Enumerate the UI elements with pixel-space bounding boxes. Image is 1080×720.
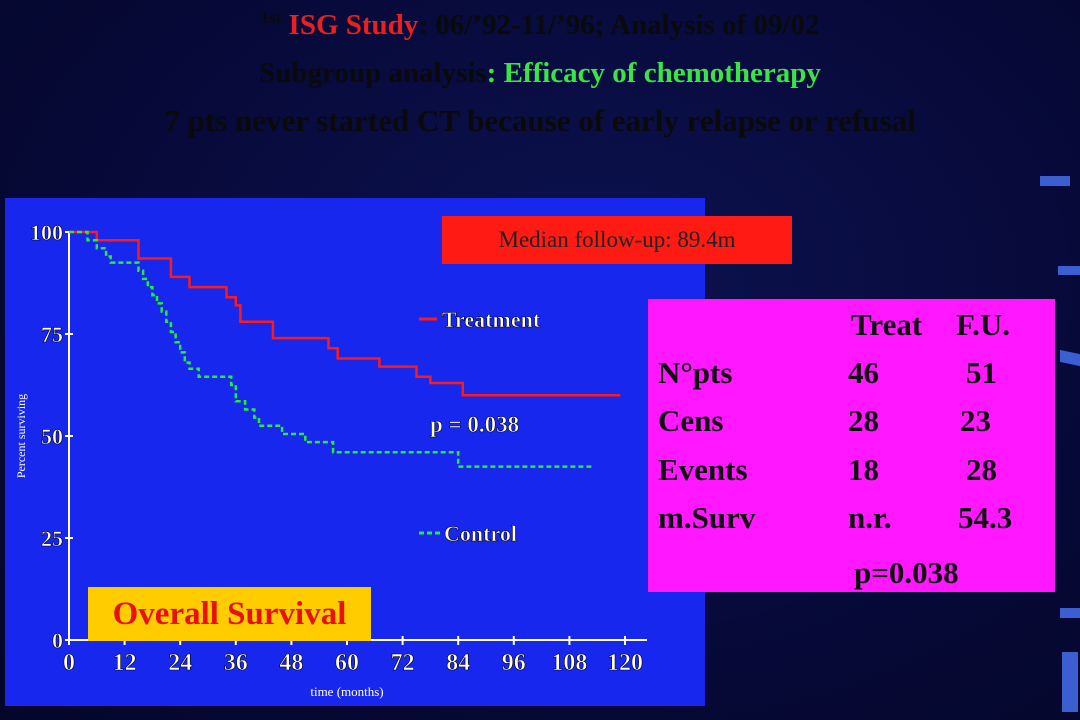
stats-cell-fu: 28 — [966, 452, 997, 487]
title-study-name: ISG Study — [288, 9, 419, 41]
stats-cell-treat: 18 — [848, 452, 879, 487]
stats-row-label: Cens — [658, 403, 724, 438]
decor-stripe — [1060, 349, 1080, 367]
stats-cell-treat: 46 — [848, 355, 879, 390]
x-tick-label: 0 — [63, 650, 75, 676]
y-tick-label: 0 — [52, 628, 63, 653]
decor-stripe — [1060, 608, 1080, 618]
y-tick-label: 75 — [41, 322, 63, 347]
y-tick-label: 100 — [30, 220, 63, 245]
stats-cell-fu: 23 — [960, 403, 991, 438]
x-tick-label: 84 — [446, 650, 470, 676]
title-line-3: 7 pts never started CT because of early … — [164, 103, 916, 138]
stats-p-value: p=0.038 — [854, 555, 959, 590]
stats-row-label: Events — [658, 452, 748, 487]
decor-stripe — [1058, 266, 1080, 275]
x-axis-label: time (months) — [310, 684, 383, 699]
overall-survival-box: Overall Survival — [88, 587, 371, 641]
p-value-annotation: p = 0.038 — [430, 412, 519, 437]
legend-label-control: Control — [444, 521, 517, 546]
y-tick-label: 25 — [41, 526, 63, 551]
title-line-1: 1st ISG Study: 06/’92-11/’96; Analysis o… — [0, 8, 1080, 42]
stats-col-treat: Treat — [851, 307, 923, 342]
x-tick-label: 96 — [502, 650, 526, 676]
y-tick-label: 50 — [41, 424, 63, 449]
median-followup-box: Median follow-up: 89.4m — [442, 216, 792, 264]
x-tick-label: 48 — [279, 650, 303, 676]
stats-cell-treat: 28 — [848, 403, 879, 438]
stats-cell-treat: n.r. — [848, 500, 892, 535]
stats-cell-fu: 51 — [966, 355, 997, 390]
title-superscript: 1st — [260, 8, 282, 27]
stats-row-label: m.Surv — [658, 500, 756, 535]
x-tick-label: 120 — [607, 650, 643, 676]
series-line-treatment — [69, 230, 621, 397]
y-axis-label: Percent surviving — [14, 394, 28, 478]
x-tick-label: 108 — [551, 650, 587, 676]
decor-stripe — [1062, 652, 1078, 712]
decor-stripe — [1040, 176, 1070, 186]
stats-cell-fu: 54.3 — [958, 500, 1013, 535]
title-line-2: Subgroup analysis: Efficacy of chemother… — [0, 57, 1080, 90]
subgroup-label: Subgroup analysis — [259, 57, 487, 89]
x-tick-label: 24 — [168, 650, 192, 676]
stats-table: Treat F.U. N°pts 46 51 Cens 28 23 Events… — [648, 299, 1055, 592]
legend-label-treatment: Treatment — [442, 307, 541, 332]
subgroup-topic: : Efficacy of chemotherapy — [486, 57, 821, 89]
series-line-control — [69, 230, 593, 468]
stats-row-label: N°pts — [658, 355, 733, 390]
x-tick-label: 12 — [113, 650, 137, 676]
x-tick-label: 60 — [335, 650, 359, 676]
title-study-dates: : 06/’92-11/’96; Analysis of 09/02 — [418, 9, 820, 41]
x-tick-label: 72 — [391, 650, 415, 676]
x-tick-label: 36 — [224, 650, 248, 676]
stats-col-fu: F.U. — [956, 307, 1010, 342]
